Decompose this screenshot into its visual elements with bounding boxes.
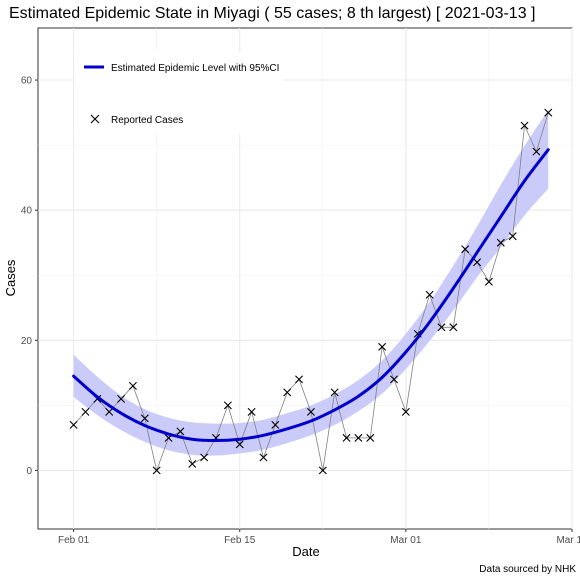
case-marker xyxy=(366,433,375,442)
case-marker xyxy=(508,232,517,241)
case-marker xyxy=(81,407,90,416)
case-marker xyxy=(473,258,482,267)
case-marker xyxy=(259,453,268,462)
y-tick-label: 40 xyxy=(21,206,33,217)
case-marker xyxy=(128,381,137,390)
case-marker xyxy=(425,290,434,299)
case-marker xyxy=(176,427,185,436)
case-marker xyxy=(295,375,304,384)
case-marker xyxy=(437,323,446,332)
x-tick-label: Feb 01 xyxy=(58,535,90,546)
y-tick-label: 20 xyxy=(21,336,33,347)
legend-cases-marker xyxy=(90,114,100,124)
chart-title: Estimated Epidemic State in Miyagi ( 55 … xyxy=(9,5,535,22)
case-marker xyxy=(496,238,505,247)
case-marker xyxy=(69,420,78,429)
legend: Estimated Epidemic Level with 95%CI Repo… xyxy=(74,52,284,134)
case-marker xyxy=(200,453,209,462)
case-marker xyxy=(342,433,351,442)
y-axis-title: Cases xyxy=(3,259,18,296)
case-marker xyxy=(520,121,529,130)
y-axis-ticks: 0 20 40 60 xyxy=(21,76,38,477)
case-marker xyxy=(484,277,493,286)
case-marker xyxy=(461,245,470,254)
y-tick-label: 0 xyxy=(26,466,32,477)
case-marker xyxy=(247,407,256,416)
case-marker xyxy=(235,440,244,449)
x-axis-title: Date xyxy=(292,544,319,559)
case-marker xyxy=(223,401,232,410)
case-marker xyxy=(532,147,541,156)
x-tick-label: Mar 01 xyxy=(390,535,422,546)
y-tick-label: 60 xyxy=(21,76,33,87)
fit-line xyxy=(72,148,550,443)
confidence-band-layer xyxy=(73,109,549,456)
case-marker xyxy=(306,407,315,416)
case-marker xyxy=(105,407,114,416)
case-marker xyxy=(390,375,398,384)
case-marker xyxy=(544,108,553,117)
legend-box xyxy=(74,52,284,134)
caption: Data sourced by NHK xyxy=(479,564,576,575)
case-marker xyxy=(330,388,339,397)
case-marker xyxy=(401,407,410,416)
case-marker xyxy=(117,394,126,403)
legend-cases-label: Reported Cases xyxy=(111,115,183,126)
case-marker xyxy=(188,459,197,468)
case-marker xyxy=(283,388,292,397)
case-marker xyxy=(271,420,280,429)
x-tick-label: Mar 15 xyxy=(556,535,580,546)
case-marker xyxy=(140,414,149,423)
x-tick-label: Feb 15 xyxy=(224,535,256,546)
reported-cases-layer xyxy=(69,108,553,475)
case-marker xyxy=(378,342,387,351)
case-marker xyxy=(354,433,363,442)
x-axis-ticks: Feb 01 Feb 15 Mar 01 Mar 15 xyxy=(58,529,580,546)
case-marker xyxy=(449,323,458,332)
confidence-band xyxy=(73,109,549,456)
case-marker xyxy=(152,466,161,475)
fit-line-layer xyxy=(72,148,550,443)
legend-fit-label: Estimated Epidemic Level with 95%CI xyxy=(111,63,279,74)
case-marker xyxy=(318,466,327,475)
